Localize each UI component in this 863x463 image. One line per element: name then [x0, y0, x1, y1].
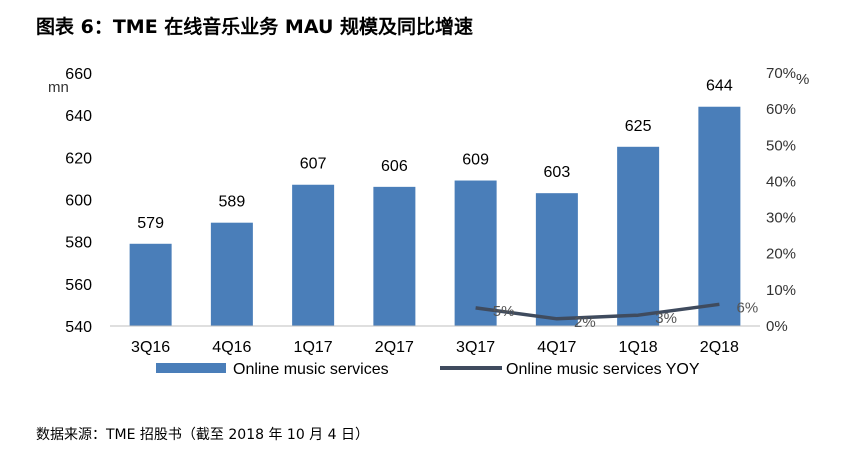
right-axis-unit: % [796, 71, 809, 88]
left-axis-unit: mn [48, 79, 69, 96]
legend-swatch-bar [156, 363, 226, 373]
bar-2q17 [373, 186, 416, 326]
x-axis-tick-labels: 3Q16 4Q16 1Q17 2Q17 3Q17 4Q17 1Q18 2Q18 [131, 339, 739, 356]
left-axis-tick-label: 580 [65, 235, 92, 252]
bar-4q16 [210, 222, 253, 326]
yoy-line-series: 5% 2% 3% 6% [475, 299, 759, 331]
source-note: 数据来源：TME 招股书（截至 2018 年 10 月 4 日） [36, 427, 369, 443]
bar-value-label: 606 [381, 158, 408, 175]
bar-1q17 [292, 184, 335, 326]
right-axis-tick-label: 10% [766, 282, 796, 299]
bar-value-labels: 579 589 607 606 609 603 625 644 [137, 78, 733, 232]
left-axis-tick-label: 600 [65, 193, 92, 210]
yoy-point-label: 5% [493, 303, 515, 320]
bar-value-label: 589 [219, 194, 246, 211]
x-axis-tick-label: 4Q16 [212, 339, 251, 356]
right-axis-ticks: 0% 10% 20% 30% 40% 50% 60% 70% [766, 65, 796, 335]
chart-title: 图表 6：TME 在线音乐业务 MAU 规模及同比增速 [36, 16, 473, 38]
yoy-point-label: 6% [737, 299, 759, 316]
legend-item-online-music-services: Online music services [156, 361, 389, 378]
yoy-point-label: 2% [574, 314, 596, 331]
bar-value-label: 644 [706, 78, 733, 95]
right-axis-tick-label: 30% [766, 210, 796, 227]
bar-1q18 [617, 146, 660, 326]
right-axis-tick-label: 60% [766, 101, 796, 118]
bar-3q16 [129, 243, 172, 326]
x-axis-tick-label: 3Q17 [456, 339, 495, 356]
bar-value-label: 609 [462, 152, 489, 169]
legend-label-online-music-services-yoy: Online music services YOY [506, 361, 700, 378]
x-axis-tick-label: 1Q18 [619, 339, 658, 356]
x-axis-tick-label: 3Q16 [131, 339, 170, 356]
right-axis-tick-label: 20% [766, 246, 796, 263]
left-axis-tick-label: 640 [65, 108, 92, 125]
x-axis-tick-label: 2Q17 [375, 339, 414, 356]
bar-value-label: 579 [137, 215, 164, 232]
legend: Online music services Online music servi… [156, 361, 700, 378]
x-axis-tick-label: 2Q18 [700, 339, 739, 356]
right-axis-tick-label: 0% [766, 318, 788, 335]
bar-value-label: 603 [544, 164, 571, 181]
bar-value-label: 607 [300, 156, 327, 173]
left-axis-tick-label: 540 [65, 319, 92, 336]
left-axis-tick-label: 560 [65, 277, 92, 294]
bar-value-label: 625 [625, 118, 652, 135]
left-axis-tick-label: 660 [65, 66, 92, 83]
x-axis-tick-label: 1Q17 [294, 339, 333, 356]
legend-label-online-music-services: Online music services [233, 361, 389, 378]
bar-2q18 [698, 106, 741, 326]
right-axis-tick-label: 50% [766, 137, 796, 154]
left-axis-ticks: 540 560 580 600 620 640 660 [65, 66, 92, 336]
x-axis-tick-label: 4Q17 [537, 339, 576, 356]
bars [129, 106, 741, 326]
bar-4q17 [535, 193, 578, 326]
legend-item-online-music-services-yoy: Online music services YOY [440, 361, 700, 378]
right-axis-tick-label: 40% [766, 173, 796, 190]
left-axis-tick-label: 620 [65, 150, 92, 167]
right-axis-tick-label: 70% [766, 65, 796, 82]
bar-3q17 [454, 180, 497, 326]
yoy-point-label: 3% [655, 310, 677, 327]
yoy-line [475, 302, 720, 321]
